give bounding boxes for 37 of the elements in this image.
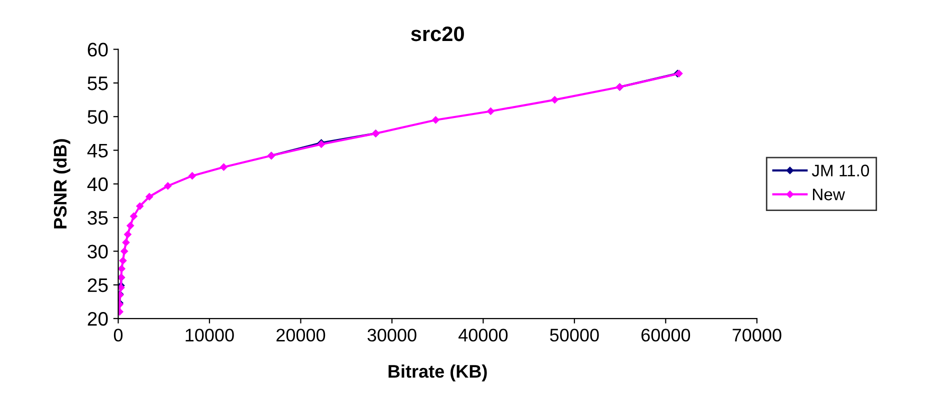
x-tick-label: 20000 [276,328,326,342]
x-axis-title: Bitrate (KB) [388,364,487,382]
y-tick-label: 20 [88,312,108,326]
y-tick-label: 30 [88,244,108,258]
y-tick-label: 50 [88,110,108,124]
x-tick-label: 0 [114,328,123,342]
y-tick-label: 60 [88,42,108,57]
y-tick-label: 55 [88,76,108,90]
legend-label: New [812,188,846,200]
point [126,222,134,230]
x-tick-label: 60000 [641,328,690,342]
x-tick-label: 50000 [550,328,599,342]
chart-title: src20 [411,26,464,42]
x-tick-label: 30000 [368,328,416,342]
point [120,248,128,255]
point [551,96,558,104]
point [487,108,494,115]
y-axis-title: PSNR (dB) [53,139,70,228]
x-tick-label: 10000 [186,328,234,342]
x-tick-label: 40000 [458,328,508,342]
point [136,202,144,210]
y-tick-label: 35 [88,211,108,225]
y-tick-label: 25 [88,278,108,292]
point [432,116,440,124]
point [130,212,138,220]
point [124,230,132,238]
x-tick-label: 70000 [732,328,782,342]
point [118,265,126,272]
legend-label: JM 11.0 [812,164,870,176]
point [146,193,153,200]
point [164,182,172,190]
point [220,163,228,171]
point [122,238,130,246]
point [119,257,127,264]
y-tick-label: 40 [87,177,108,192]
y-tick-label: 45 [87,144,108,158]
point [188,172,196,180]
